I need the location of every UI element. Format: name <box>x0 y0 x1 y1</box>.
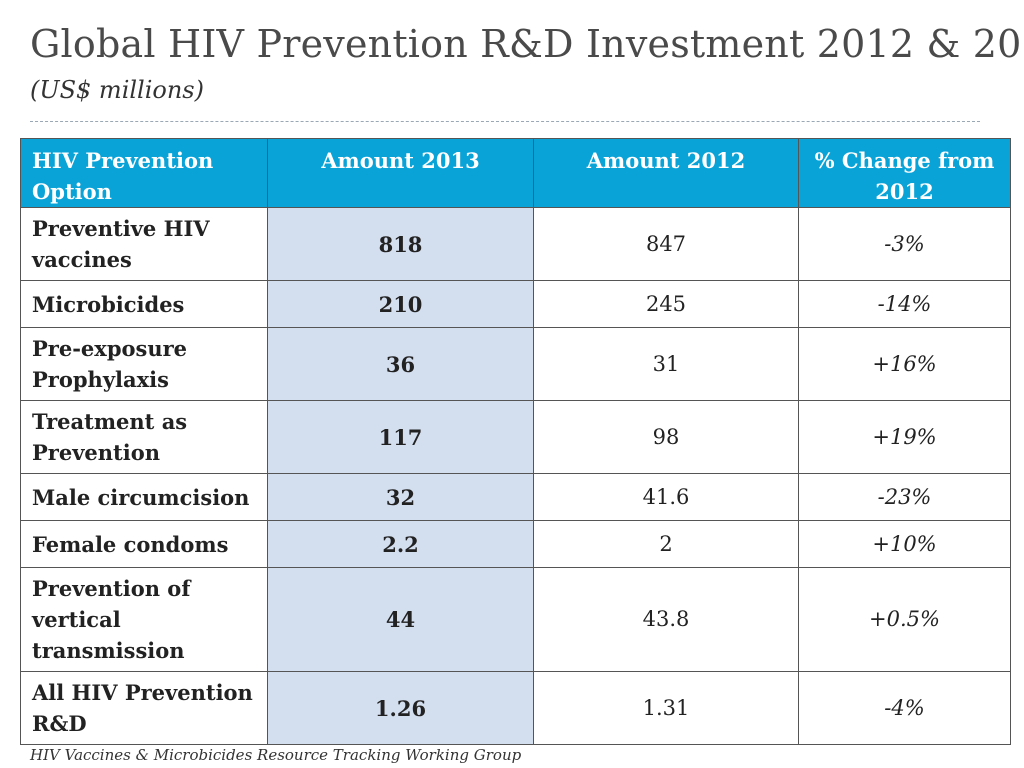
percent-change: +10% <box>798 520 1011 568</box>
table-row: All HIV Prevention R&D 1.26 1.31 -4% <box>20 671 1011 745</box>
table-row: Female condoms 2.2 2 +10% <box>20 520 1011 568</box>
amount-2013: 117 <box>267 400 534 474</box>
header-option: HIV Prevention Option <box>20 138 268 208</box>
option-name: Female condoms <box>20 520 268 568</box>
slide-title: Global HIV Prevention R&D Investment 201… <box>30 22 1024 66</box>
amount-2012: 98 <box>533 400 799 474</box>
amount-2013: 44 <box>267 567 534 672</box>
amount-2012: 847 <box>533 207 799 281</box>
amount-2013: 2.2 <box>267 520 534 568</box>
percent-change: -23% <box>798 473 1011 521</box>
percent-change: -14% <box>798 280 1011 328</box>
table-row: Male circumcision 32 41.6 -23% <box>20 473 1011 521</box>
option-name: All HIV Prevention R&D <box>20 671 268 745</box>
percent-change: +16% <box>798 327 1011 401</box>
source-note: HIV Vaccines & Microbicides Resource Tra… <box>30 746 522 764</box>
percent-change: +0.5% <box>798 567 1011 672</box>
percent-change: +19% <box>798 400 1011 474</box>
table-header-row: HIV Prevention Option Amount 2013 Amount… <box>20 138 1011 208</box>
amount-2013: 36 <box>267 327 534 401</box>
percent-change: -3% <box>798 207 1011 281</box>
amount-2012: 31 <box>533 327 799 401</box>
option-name: Pre-exposure Prophylaxis <box>20 327 268 401</box>
header-amount-2013: Amount 2013 <box>267 138 534 208</box>
option-name: Male circumcision <box>20 473 268 521</box>
table-row: Preventive HIV vaccines 818 847 -3% <box>20 207 1011 281</box>
dashed-divider <box>30 121 980 122</box>
option-name: Prevention of vertical transmission <box>20 567 268 672</box>
amount-2012: 41.6 <box>533 473 799 521</box>
amount-2012: 1.31 <box>533 671 799 745</box>
amount-2012: 245 <box>533 280 799 328</box>
percent-change: -4% <box>798 671 1011 745</box>
option-name: Microbicides <box>20 280 268 328</box>
investment-table: HIV Prevention Option Amount 2013 Amount… <box>20 138 1011 745</box>
table-row: Microbicides 210 245 -14% <box>20 280 1011 328</box>
amount-2013: 818 <box>267 207 534 281</box>
table-row: Treatment as Prevention 117 98 +19% <box>20 400 1011 474</box>
header-amount-2012: Amount 2012 <box>533 138 799 208</box>
amount-2013: 210 <box>267 280 534 328</box>
amount-2012: 2 <box>533 520 799 568</box>
table-row: Pre-exposure Prophylaxis 36 31 +16% <box>20 327 1011 401</box>
amount-2013: 1.26 <box>267 671 534 745</box>
amount-2012: 43.8 <box>533 567 799 672</box>
option-name: Preventive HIV vaccines <box>20 207 268 281</box>
slide-subtitle: (US$ millions) <box>30 76 204 104</box>
header-percent-change: % Change from 2012 <box>798 138 1011 208</box>
amount-2013: 32 <box>267 473 534 521</box>
table-row: Prevention of vertical transmission 44 4… <box>20 567 1011 672</box>
option-name: Treatment as Prevention <box>20 400 268 474</box>
